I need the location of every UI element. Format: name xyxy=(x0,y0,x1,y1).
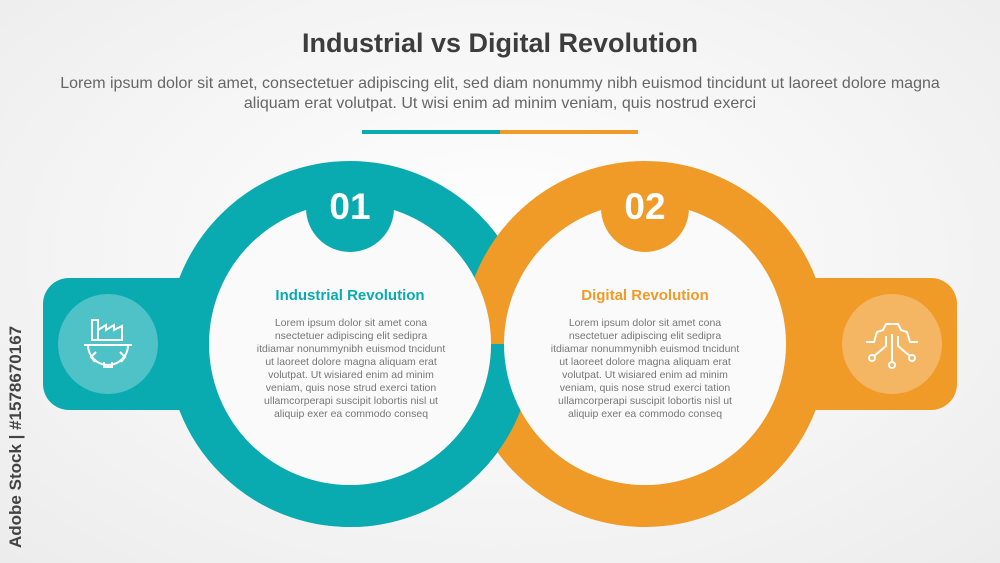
gear-circuit-icon xyxy=(866,323,918,369)
item-number: 02 xyxy=(624,186,666,227)
page-title: Industrial vs Digital Revolution xyxy=(301,28,699,58)
watermark: Adobe Stock | #1578670167 xyxy=(6,325,25,548)
number-badge-left xyxy=(306,164,394,252)
divider-teal xyxy=(362,130,500,134)
inner-right xyxy=(504,203,786,485)
number-badge-right xyxy=(601,164,689,252)
item-number: 01 xyxy=(329,186,371,227)
divider-orange xyxy=(500,130,638,134)
item-body: Lorem ipsum dolor sit amet cona nsectetu… xyxy=(256,317,446,420)
page-subtitle: Lorem ipsum dolor sit amet, consectetuer… xyxy=(60,75,940,112)
factory-gear-icon xyxy=(84,319,132,368)
inner-left xyxy=(209,203,491,485)
ring-left-overlap xyxy=(167,344,533,527)
item-body: Lorem ipsum dolor sit amet cona nsectetu… xyxy=(550,317,740,420)
item-heading: Industrial Revolution xyxy=(275,287,425,304)
item-heading: Digital Revolution xyxy=(581,287,709,304)
